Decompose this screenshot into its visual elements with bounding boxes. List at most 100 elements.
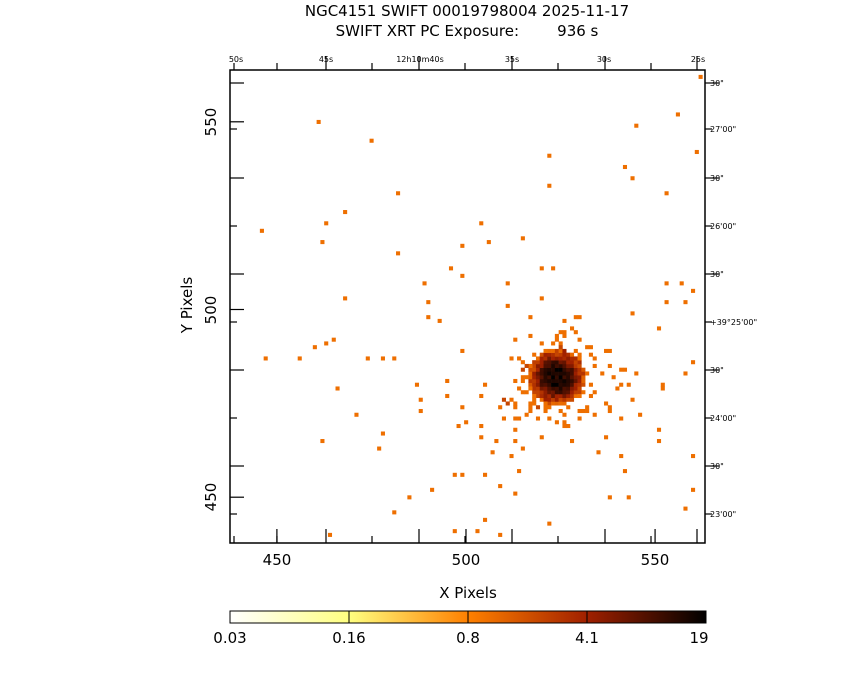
image-pixel bbox=[479, 423, 484, 429]
image-pixel bbox=[577, 378, 582, 384]
image-pixel bbox=[607, 408, 612, 414]
image-pixel bbox=[558, 352, 563, 357]
image-pixel bbox=[543, 356, 548, 361]
image-pixel bbox=[691, 360, 696, 365]
image-pixel bbox=[573, 367, 578, 372]
image-pixel bbox=[539, 266, 544, 271]
image-pixel bbox=[569, 326, 575, 331]
image-pixel bbox=[577, 390, 582, 395]
image-pixel bbox=[554, 371, 559, 376]
image-pixel bbox=[513, 401, 518, 406]
image-pixel bbox=[569, 367, 575, 372]
image-pixel bbox=[327, 532, 333, 537]
image-pixel bbox=[501, 397, 506, 402]
image-pixel bbox=[331, 337, 336, 342]
image-pixel bbox=[569, 378, 575, 384]
image-pixel bbox=[520, 390, 525, 395]
image-pixel bbox=[554, 378, 559, 384]
image-pixel bbox=[551, 393, 556, 399]
image-pixel bbox=[607, 495, 612, 500]
image-pixel bbox=[569, 360, 575, 365]
image-pixel bbox=[528, 382, 533, 387]
image-pixel bbox=[452, 529, 457, 534]
image-pixel bbox=[543, 386, 548, 391]
image-pixel bbox=[509, 356, 514, 361]
image-pixel bbox=[528, 378, 533, 384]
image-pixel bbox=[414, 382, 420, 387]
image-pixel bbox=[551, 375, 556, 380]
image-pixel bbox=[547, 382, 552, 387]
image-pixel bbox=[569, 390, 575, 395]
image-pixel bbox=[532, 397, 537, 402]
image-pixel bbox=[551, 341, 556, 346]
image-pixel bbox=[532, 375, 537, 380]
image-pixel bbox=[588, 382, 593, 387]
image-pixel bbox=[596, 450, 601, 455]
image-pixel bbox=[664, 300, 669, 305]
image-pixel bbox=[343, 210, 348, 215]
image-pixel bbox=[569, 386, 575, 391]
image-pixel bbox=[656, 439, 662, 444]
image-pixel bbox=[259, 228, 264, 233]
image-pixel bbox=[513, 491, 518, 496]
colorbar-tick-label: 0.16 bbox=[332, 629, 365, 647]
image-pixel bbox=[562, 333, 567, 338]
image-pixel bbox=[551, 367, 556, 372]
image-pixel bbox=[562, 330, 567, 335]
image-pixel bbox=[558, 367, 563, 372]
image-pixel bbox=[619, 454, 624, 459]
image-pixel bbox=[573, 375, 578, 380]
image-pixel bbox=[505, 281, 510, 286]
right-axis-label: 27'00" bbox=[710, 125, 736, 134]
image-pixel bbox=[611, 375, 616, 380]
image-pixel bbox=[558, 401, 563, 406]
image-pixel bbox=[528, 333, 533, 338]
image-pixel bbox=[452, 472, 457, 477]
image-pixel bbox=[581, 375, 586, 380]
image-pixel bbox=[585, 405, 590, 410]
image-pixel bbox=[380, 356, 385, 361]
image-pixel bbox=[558, 363, 563, 368]
image-pixel bbox=[626, 495, 631, 500]
image-pixel bbox=[683, 371, 688, 376]
image-pixel bbox=[581, 408, 586, 414]
image-pixel bbox=[448, 266, 454, 271]
image-pixel bbox=[392, 510, 397, 515]
image-pixel bbox=[551, 348, 556, 353]
image-pixel bbox=[524, 390, 529, 395]
image-pixel bbox=[675, 112, 680, 117]
image-pixel bbox=[562, 390, 567, 395]
image-pixel bbox=[483, 382, 488, 387]
image-pixel bbox=[498, 405, 503, 410]
image-pixel bbox=[683, 300, 688, 305]
image-pixel bbox=[535, 360, 541, 365]
y-axis-label: Y Pixels bbox=[178, 277, 196, 335]
image-pixel bbox=[547, 356, 552, 361]
image-pixel bbox=[588, 393, 593, 399]
image-pixel bbox=[547, 397, 552, 402]
image-pixel bbox=[551, 390, 556, 395]
image-pixel bbox=[524, 363, 529, 368]
image-pixel bbox=[520, 360, 525, 365]
image-pixel bbox=[297, 356, 302, 361]
image-pixel bbox=[558, 345, 563, 350]
image-pixel bbox=[562, 360, 567, 365]
top-axis-label: 12h10m40s bbox=[396, 55, 444, 64]
image-pixel bbox=[535, 382, 541, 387]
image-pixel bbox=[638, 412, 643, 417]
image-pixel bbox=[566, 397, 571, 402]
image-pixel bbox=[547, 521, 552, 526]
image-pixel bbox=[577, 386, 582, 391]
image-pixel bbox=[312, 345, 317, 350]
image-pixel bbox=[581, 382, 586, 387]
chart-subtitle: SWIFT XRT PC Exposure: 936 s bbox=[336, 22, 599, 40]
image-pixel bbox=[324, 341, 329, 346]
image-pixel bbox=[532, 371, 537, 376]
image-pixel bbox=[573, 386, 578, 391]
image-pixel bbox=[539, 352, 544, 357]
image-pixel bbox=[569, 382, 575, 387]
axis-ticks bbox=[230, 56, 719, 543]
image-pixel bbox=[562, 367, 567, 372]
image-pixel bbox=[547, 371, 552, 376]
image-pixel bbox=[539, 363, 544, 368]
